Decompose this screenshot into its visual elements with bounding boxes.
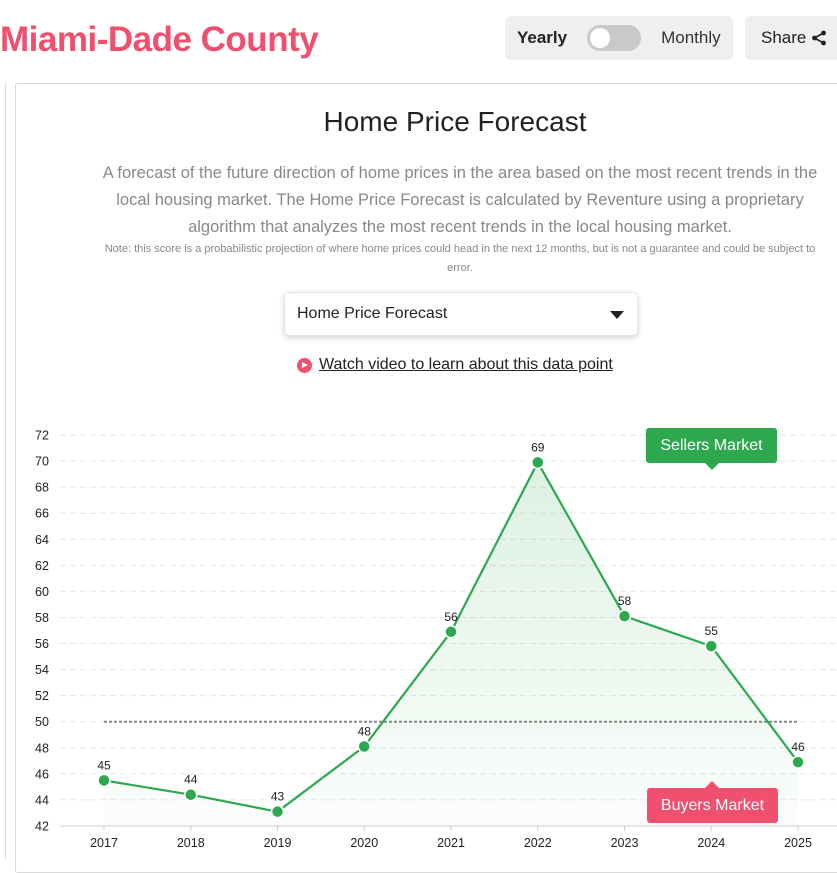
point-layer (97, 455, 805, 819)
data-point (97, 773, 111, 788)
card-title: Home Price Forecast (323, 106, 587, 137)
chevron-down-icon (610, 311, 624, 319)
monthly-label[interactable]: Monthly (661, 28, 721, 47)
data-label: 44 (184, 773, 198, 787)
yearly-label[interactable]: Yearly (517, 28, 568, 47)
data-point (270, 804, 285, 819)
y-axis: 42 44 46 48 50 52 54 56 58 60 62 64 66 68 70 72 (35, 429, 49, 834)
y-tick-label: 52 (35, 689, 49, 703)
data-label-layer: 45 44 43 48 56 69 58 55 46 (97, 440, 805, 803)
y-tick-label: 66 (35, 507, 49, 521)
buyers-market-badge: Buyers Market (647, 781, 778, 823)
series-area (104, 462, 798, 826)
data-point (791, 755, 805, 769)
x-tick-label: 2020 (350, 836, 378, 850)
area-layer (104, 462, 798, 826)
y-tick-label: 42 (35, 820, 49, 834)
y-tick-label: 50 (35, 715, 49, 729)
x-tick-label: 2019 (264, 836, 292, 850)
x-tick-label: 2017 (90, 836, 118, 850)
x-tick-label: 2018 (177, 836, 205, 850)
y-tick-label: 68 (35, 481, 49, 495)
y-tick-label: 54 (35, 663, 49, 677)
y-tick-label: 56 (35, 637, 49, 651)
card-note: Note: this score is a probabilistic proj… (104, 243, 816, 274)
side-panel-edge (0, 83, 6, 859)
x-tick-label: 2024 (697, 836, 725, 850)
metric-select[interactable]: Home Price Forecast (284, 292, 638, 336)
data-label: 58 (618, 594, 632, 608)
data-point (704, 639, 718, 653)
share-button[interactable]: Share (745, 16, 837, 60)
y-tick-label: 58 (35, 611, 49, 625)
watch-video-label: Watch video to learn about this data poi… (319, 356, 613, 373)
share-label: Share (761, 28, 807, 47)
y-tick-label: 46 (35, 767, 49, 781)
data-point (357, 739, 371, 754)
data-label: 56 (444, 610, 458, 624)
x-axis: 2017 2018 2019 2020 2021 2022 2023 2024 2025 (90, 826, 812, 850)
play-icon (297, 358, 312, 373)
data-point (184, 787, 198, 802)
x-tick-label: 2025 (784, 836, 812, 850)
data-label: 46 (791, 740, 805, 754)
data-label: 55 (705, 624, 719, 638)
x-tick-label: 2023 (611, 836, 639, 850)
data-point (617, 609, 632, 623)
metric-select-value: Home Price Forecast (297, 305, 448, 322)
x-tick-label: 2022 (524, 836, 552, 850)
y-tick-label: 64 (35, 533, 49, 547)
y-tick-label: 70 (35, 455, 49, 469)
y-tick-label: 44 (35, 793, 49, 807)
y-tick-label: 48 (35, 741, 49, 755)
yearly-monthly-toggle: Yearly Monthly (505, 16, 733, 60)
card-description: A forecast of the future direction of ho… (102, 164, 818, 236)
data-label: 69 (531, 440, 545, 454)
share-icon (812, 30, 827, 46)
data-label: 43 (271, 790, 285, 804)
watch-video-link[interactable]: Watch video to learn about this data poi… (297, 354, 613, 376)
y-tick-label: 62 (35, 559, 49, 573)
y-tick-label: 72 (35, 429, 49, 443)
sellers-market-badge: Sellers Market (646, 428, 777, 470)
data-point (444, 625, 458, 639)
data-point (531, 455, 545, 470)
data-label: 48 (358, 724, 372, 738)
x-tick-label: 2021 (437, 836, 465, 850)
page-title: Miami-Dade County (0, 20, 319, 59)
switch-knob (590, 28, 611, 48)
period-switch[interactable] (587, 25, 642, 51)
y-tick-label: 60 (35, 585, 49, 599)
data-label: 45 (97, 758, 111, 772)
